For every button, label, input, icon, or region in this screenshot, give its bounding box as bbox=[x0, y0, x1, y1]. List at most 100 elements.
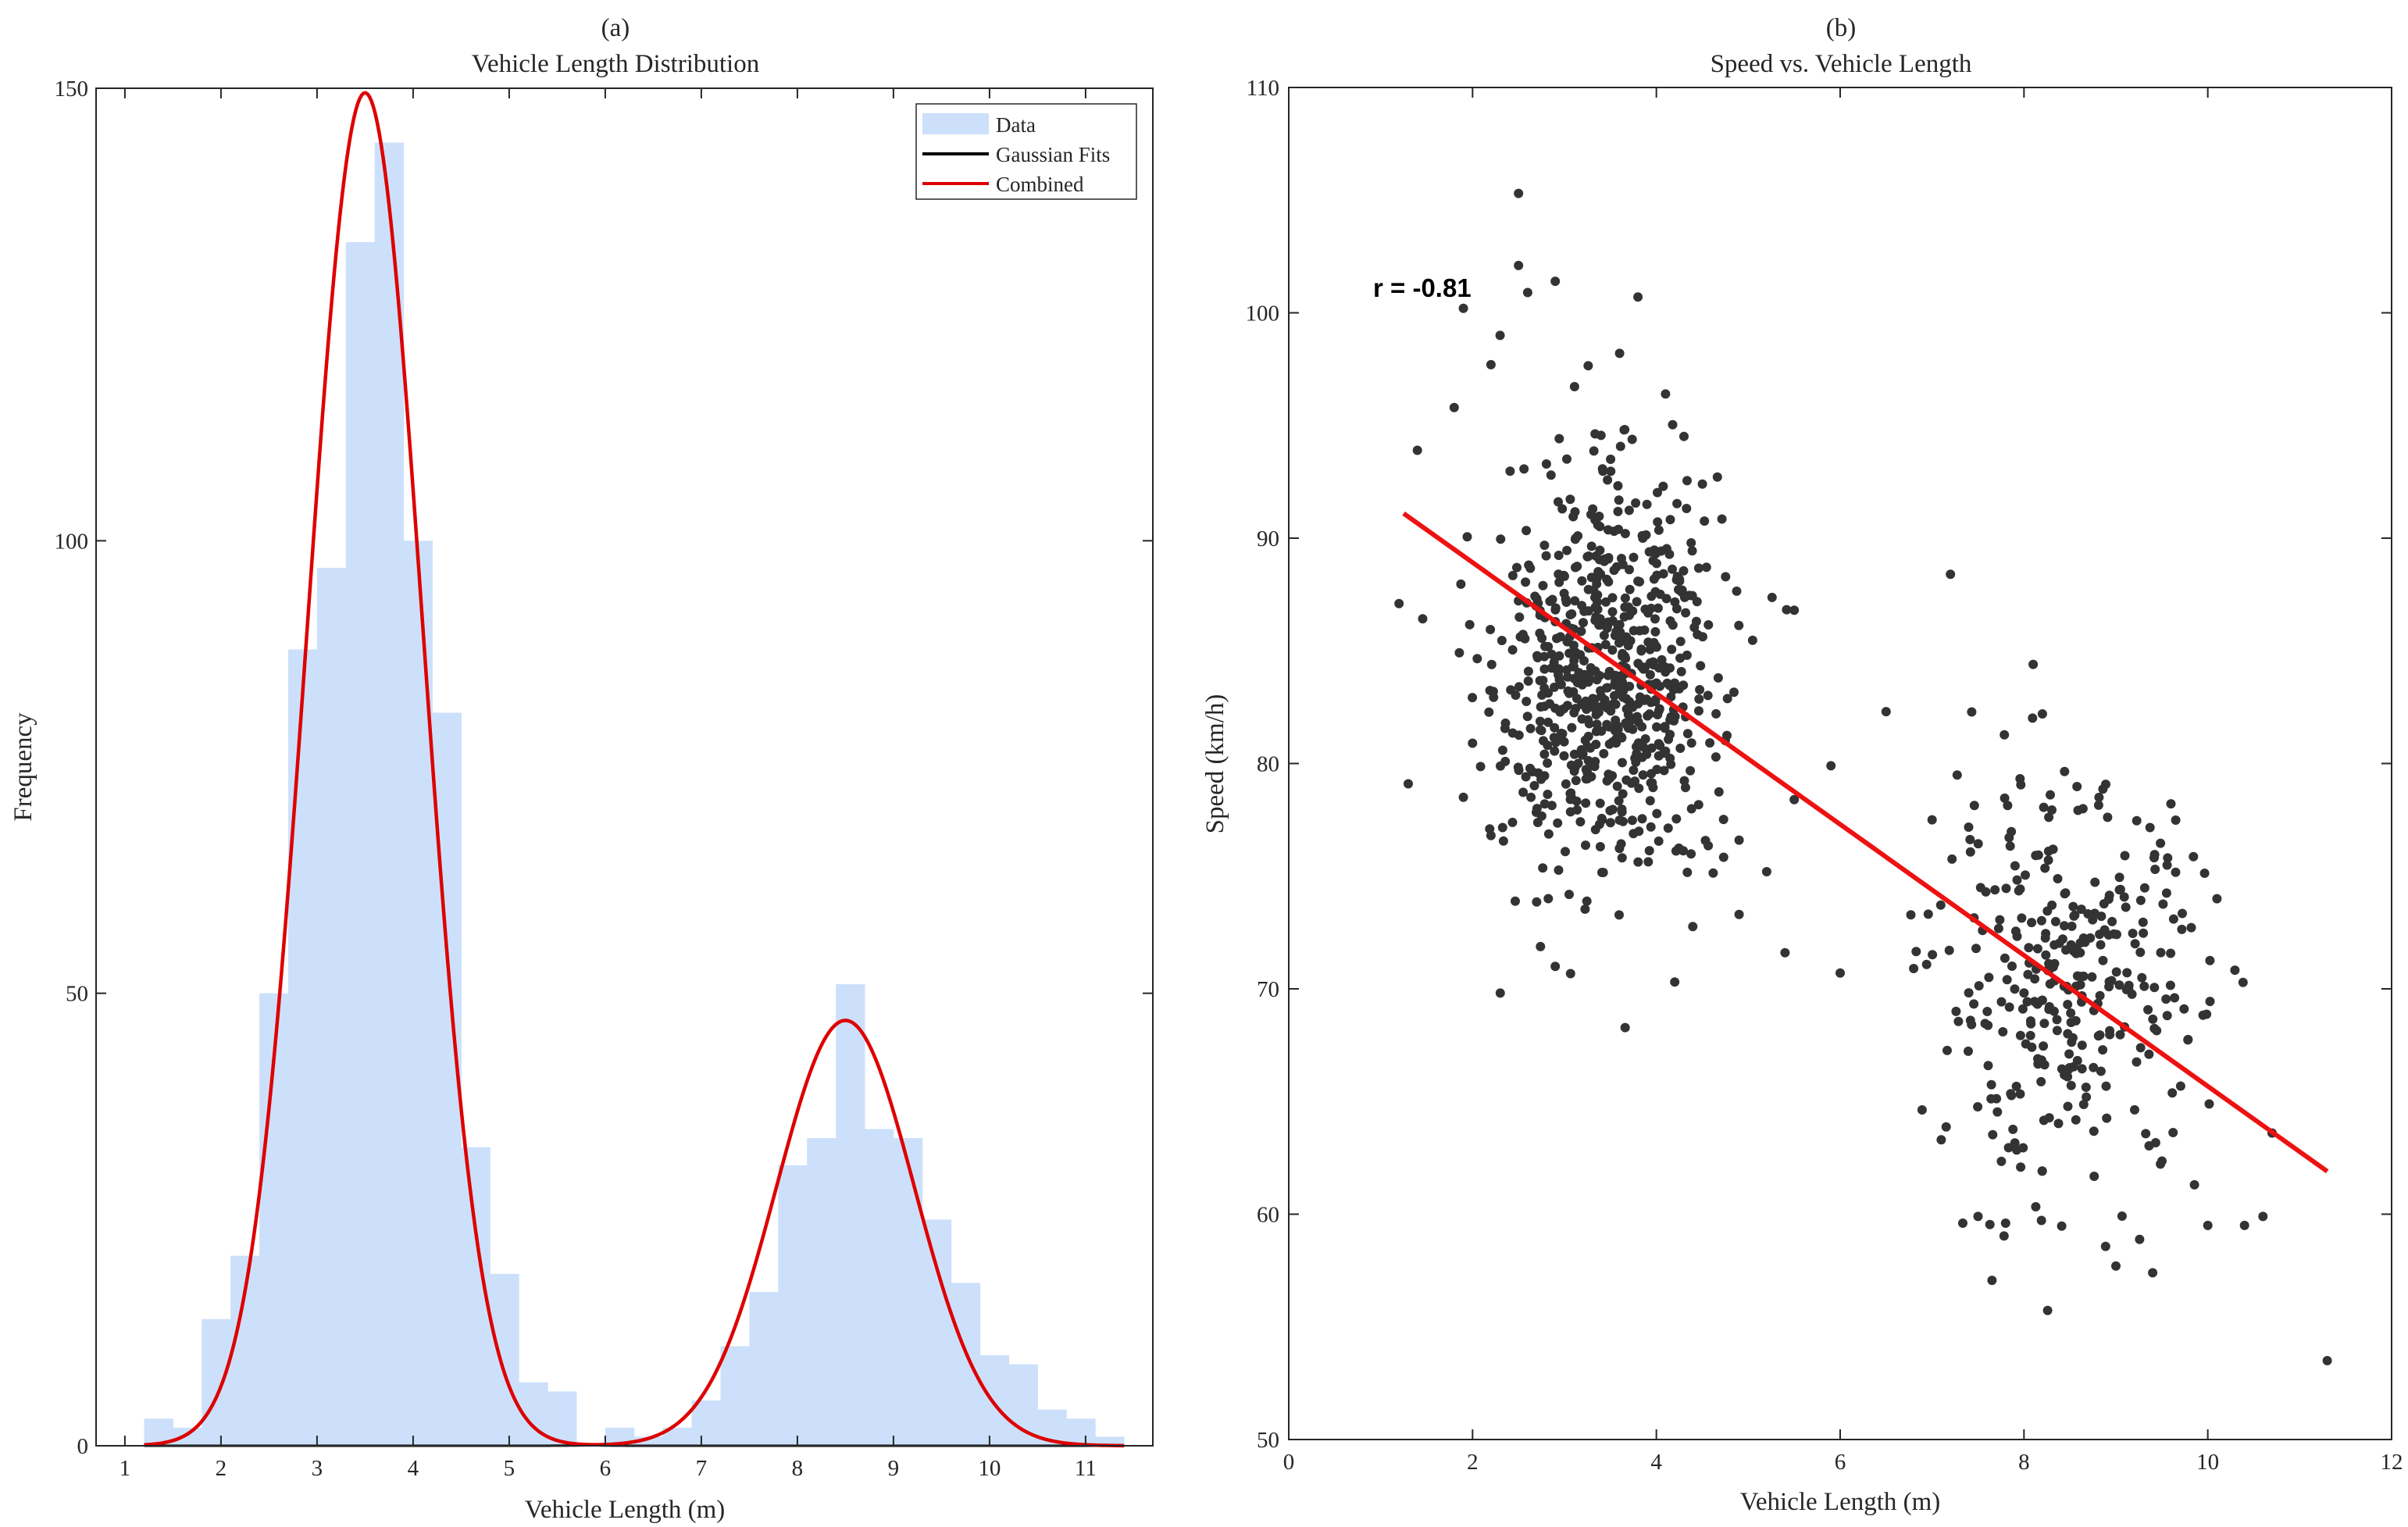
hist-bar bbox=[345, 241, 376, 1446]
scatter-point bbox=[2082, 1092, 2092, 1102]
scatter-point bbox=[2031, 1202, 2041, 1211]
scatter-point bbox=[1967, 707, 1977, 717]
scatter-point bbox=[1729, 687, 1739, 697]
scatter-point bbox=[1484, 707, 1494, 717]
scatter-point bbox=[1652, 765, 1662, 775]
scatter-point bbox=[2057, 934, 2067, 944]
scatter-point bbox=[1694, 706, 1703, 716]
scatter-point bbox=[1686, 538, 1696, 548]
scatter-point bbox=[2063, 1101, 2073, 1111]
scatter-point bbox=[1629, 765, 1639, 776]
scatter-point bbox=[1652, 570, 1662, 580]
scatter-point bbox=[1911, 947, 1921, 957]
scatter-point bbox=[2003, 1143, 2014, 1153]
scatter-point bbox=[1965, 847, 1975, 857]
scatter-point bbox=[1600, 640, 1611, 650]
scatter-point bbox=[2161, 994, 2171, 1004]
scatter-point bbox=[2135, 947, 2146, 958]
scatter-point bbox=[2177, 924, 2187, 934]
scatter-point bbox=[1693, 800, 1703, 810]
scatter-point bbox=[2144, 1049, 2154, 1059]
scatter-point bbox=[2098, 1045, 2108, 1055]
scatter-point bbox=[1532, 808, 1541, 817]
scatter-point bbox=[2083, 909, 2093, 919]
scatter-point bbox=[1611, 626, 1621, 637]
scatter-point bbox=[2198, 1010, 2208, 1020]
scatter-point bbox=[1650, 626, 1661, 637]
scatter-point bbox=[1789, 605, 1800, 615]
scatter-point bbox=[1620, 529, 1630, 539]
scatter-point bbox=[1682, 729, 1693, 739]
scatter-point bbox=[1747, 635, 1757, 645]
scatter-point bbox=[2001, 883, 2011, 894]
scatter-point bbox=[2168, 1128, 2178, 1137]
scatter-point bbox=[2016, 1162, 2026, 1172]
hist-x-tick-label: 1 bbox=[120, 1456, 131, 1481]
scatter-point bbox=[1514, 682, 1524, 692]
scatter-point bbox=[1606, 466, 1616, 476]
scatter-point bbox=[1703, 840, 1714, 851]
scatter-point bbox=[1575, 650, 1586, 660]
scatter-y-tick-label: 70 bbox=[1257, 977, 1279, 1002]
scatter-point bbox=[1505, 466, 1515, 476]
scatter-point bbox=[1633, 857, 1643, 867]
scatter-point bbox=[2037, 709, 2047, 719]
scatter-point bbox=[2006, 1089, 2016, 1099]
scatter-point bbox=[1611, 673, 1621, 683]
scatter-point bbox=[1590, 602, 1600, 612]
scatter-point bbox=[2064, 1063, 2074, 1072]
scatter-point bbox=[1708, 868, 1718, 878]
scatter-point bbox=[1660, 723, 1670, 733]
scatter-point bbox=[1686, 849, 1696, 859]
scatter-point bbox=[1537, 690, 1547, 700]
scatter-point bbox=[2163, 853, 2173, 863]
scatter-point bbox=[2028, 659, 2039, 669]
scatter-point bbox=[1653, 487, 1662, 498]
scatter-point bbox=[1971, 944, 1981, 954]
scatter-point bbox=[1538, 863, 1548, 873]
scatter-point bbox=[1636, 644, 1646, 655]
hist-bar bbox=[374, 142, 405, 1446]
scatter-point bbox=[1614, 495, 1624, 505]
scatter-point bbox=[1620, 425, 1630, 434]
scatter-point bbox=[2171, 867, 2181, 877]
scatter-point bbox=[1500, 718, 1511, 728]
hist-x-tick-label: 6 bbox=[600, 1456, 612, 1481]
scatter-point bbox=[1734, 835, 1744, 845]
scatter-point bbox=[2036, 1076, 2046, 1086]
scatter-point bbox=[2114, 980, 2124, 990]
scatter-point bbox=[1571, 776, 1581, 786]
scatter-point bbox=[1993, 923, 2003, 933]
scatter-point bbox=[2156, 838, 2166, 848]
scatter-point bbox=[1981, 887, 1991, 897]
hist-x-tick-label: 4 bbox=[408, 1456, 419, 1481]
scatter-point bbox=[1458, 792, 1468, 802]
scatter-point bbox=[1964, 988, 1974, 998]
scatter-point bbox=[1632, 597, 1642, 607]
scatter-point bbox=[1633, 576, 1643, 587]
scatter-point bbox=[1449, 402, 1459, 412]
scatter-point bbox=[1633, 699, 1643, 709]
scatter-point bbox=[2077, 1040, 2087, 1051]
scatter-point bbox=[1826, 761, 1836, 771]
scatter-point bbox=[1633, 292, 1643, 302]
scatter-point bbox=[2072, 971, 2082, 981]
scatter-point bbox=[2119, 892, 2129, 902]
scatter-point bbox=[1665, 753, 1675, 763]
scatter-x-tick-label: 6 bbox=[1835, 1450, 1846, 1475]
scatter-point bbox=[1562, 454, 1571, 464]
scatter-point bbox=[2103, 812, 2113, 822]
scatter-point bbox=[2053, 874, 2063, 883]
scatter-point bbox=[2156, 1159, 2166, 1169]
scatter-point bbox=[2179, 1004, 2189, 1014]
hist-x-tick-label: 3 bbox=[312, 1456, 323, 1481]
scatter-point bbox=[1625, 681, 1635, 691]
scatter-point bbox=[2143, 1004, 2153, 1015]
hist-bar bbox=[202, 1318, 231, 1446]
scatter-point bbox=[1543, 740, 1553, 751]
scatter-point bbox=[1592, 719, 1602, 730]
scatter-point bbox=[1619, 612, 1629, 622]
scatter-point bbox=[1523, 676, 1533, 686]
scatter-point bbox=[1988, 1129, 1998, 1140]
scatter-point bbox=[1554, 651, 1564, 661]
